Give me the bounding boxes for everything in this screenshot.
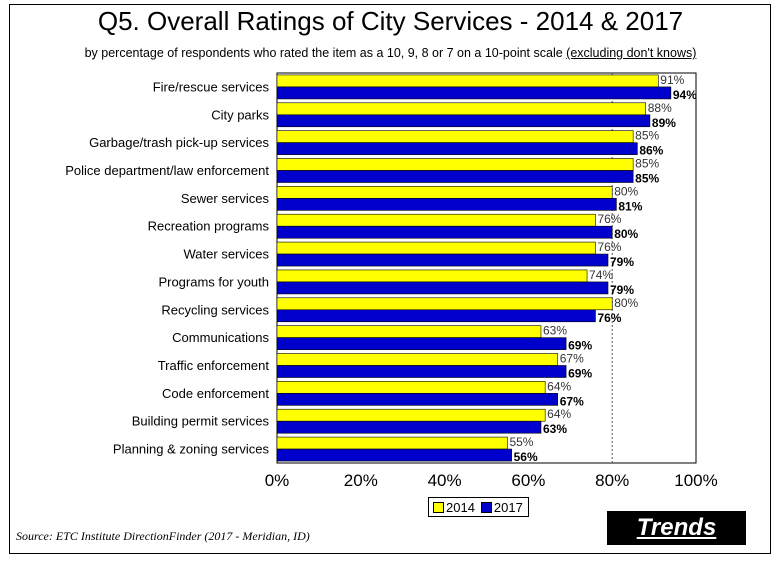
data-label-2017: 63% [543,422,567,436]
bar-2014 [276,186,613,199]
data-label-2014: 85% [635,129,659,143]
data-label-2014: 88% [648,101,672,115]
x-tick-label: 0% [265,471,290,490]
category-label: City parks [211,107,269,122]
bar-2017 [276,198,617,211]
data-label-2017: 69% [568,367,592,381]
legend: 2014 2017 [428,497,529,517]
x-tick-label: 40% [428,471,462,490]
legend-label-2014: 2014 [446,499,475,515]
bar-2014 [276,436,508,450]
source-note: Source: ETC Institute DirectionFinder (2… [16,529,310,543]
bar-2014 [276,241,596,255]
plot-area [276,72,697,464]
data-label-2014: 91% [660,73,684,87]
bar-2017 [276,393,559,406]
bar-2014 [276,213,596,227]
bar-2017 [276,448,512,462]
data-label-2014: 80% [614,184,638,198]
data-label-2014: 76% [597,212,621,226]
category-label: Police department/law enforcement [65,163,269,178]
bar-2017 [276,281,609,295]
data-label-2017: 89% [652,116,676,130]
data-label-2017: 79% [610,283,634,297]
data-label-2017: 81% [618,199,642,213]
data-label-2014: 64% [547,379,571,393]
category-label: Code enforcement [162,386,269,401]
bar-2017 [276,225,613,239]
category-label: Planning & zoning services [113,442,270,457]
bar-2017 [276,309,596,323]
x-tick-label: 100% [674,471,717,490]
category-label: Recreation programs [148,219,270,234]
data-label-2017: 80% [614,227,638,241]
bar-2014 [276,130,634,143]
data-label-2017: 76% [597,311,621,325]
x-tick-label: 80% [595,471,629,490]
category-label: Traffic enforcement [158,358,270,373]
data-label-2014: 55% [509,435,533,449]
bar-2017 [276,114,651,128]
chart-title: Q5. Overall Ratings of City Services - 2… [97,6,684,36]
bar-2014 [276,353,559,366]
x-tick-label: 20% [344,471,378,490]
data-label-2017: 94% [673,88,697,102]
trends-badge: Trends [607,511,746,545]
legend-swatch-2017 [480,501,492,513]
chart-subtitle: by percentage of respondents who rated t… [0,46,781,60]
bar-2014 [276,381,546,394]
category-label: Fire/rescue services [153,79,270,94]
data-label-2017: 67% [560,394,584,408]
bar-2014 [276,74,659,88]
category-label: Communications [172,330,269,345]
data-label-2014: 67% [560,352,584,366]
bar-2014 [276,408,546,422]
data-label-2014: 63% [543,324,567,338]
bar-2017 [276,170,634,183]
data-label-2014: 76% [597,240,621,254]
data-label-2017: 69% [568,339,592,353]
trends-label: Trends [636,514,717,541]
bar-2017 [276,420,542,434]
category-label: Programs for youth [158,274,269,289]
legend-swatch-2014 [433,501,444,513]
bar-2017 [276,253,609,267]
subtitle-main: by percentage of respondents who rated t… [84,46,567,60]
data-label-2017: 56% [514,450,538,464]
bar-2014 [276,297,613,311]
category-label: Water services [184,247,270,262]
bar-2017 [276,86,672,100]
bar-2014 [276,102,647,116]
bar-2014 [276,269,588,283]
legend-label-2017: 2017 [493,499,523,515]
data-label-2017: 79% [610,255,634,269]
category-label: Garbage/trash pick-up services [89,135,269,150]
data-label-2014: 64% [547,407,571,421]
subtitle-underlined: (excluding don't knows) [566,46,697,60]
data-label-2014: 74% [589,268,613,282]
bar-2017 [276,365,567,378]
x-tick-label: 60% [511,471,545,490]
bar-2017 [276,142,638,155]
data-label-2014: 85% [635,157,659,171]
data-label-2017: 85% [635,172,659,186]
bar-2014 [276,325,542,338]
data-label-2017: 86% [639,144,663,158]
bar-2014 [276,158,634,171]
category-label: Building permit services [132,414,270,429]
category-label: Sewer services [181,191,270,206]
bar-2017 [276,337,567,350]
data-label-2014: 80% [614,296,638,310]
category-label: Recycling services [161,302,269,317]
